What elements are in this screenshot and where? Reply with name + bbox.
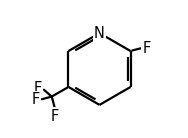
- Text: F: F: [31, 92, 40, 107]
- Text: F: F: [34, 81, 42, 96]
- Text: F: F: [142, 41, 151, 56]
- Text: F: F: [51, 109, 59, 124]
- Text: N: N: [94, 26, 105, 41]
